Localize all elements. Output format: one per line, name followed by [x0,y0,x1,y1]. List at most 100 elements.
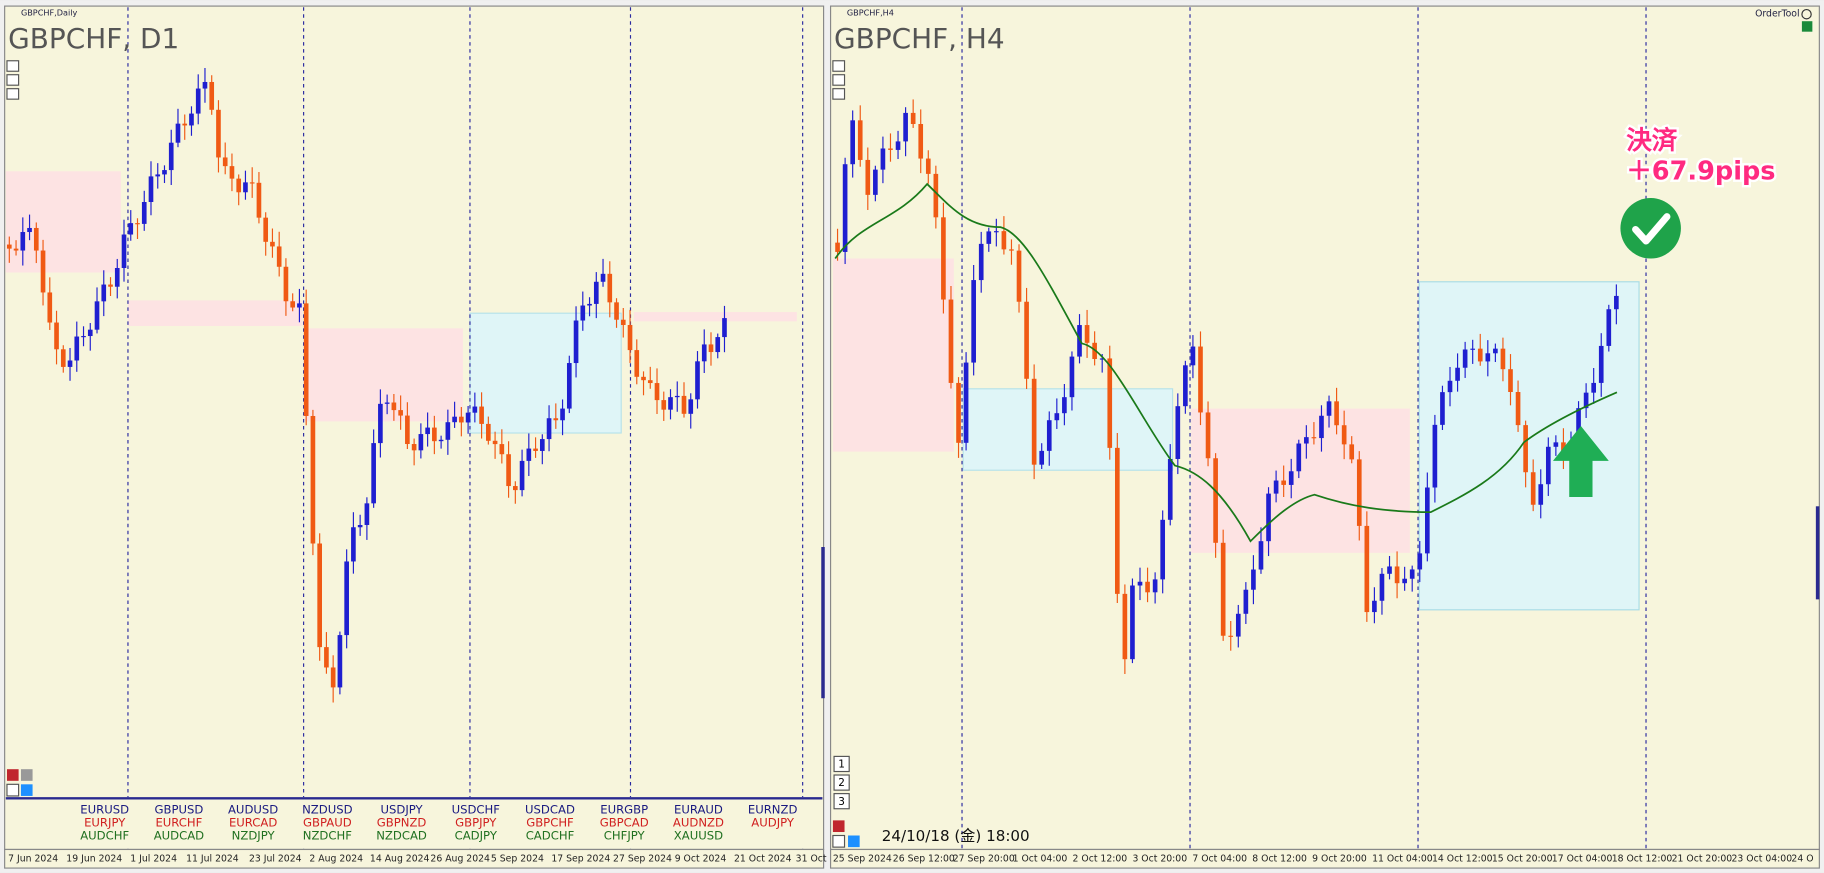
candle-body [607,273,613,303]
symbol-button[interactable]: USDCAD [525,802,575,816]
page-button-label[interactable]: 1 [838,759,845,771]
candle-body [1409,569,1415,579]
symbol-button[interactable]: GBPNZD [377,816,427,830]
scroll-button[interactable] [832,60,846,72]
candle-body [479,406,484,424]
symbol-button[interactable]: EURCHF [155,816,202,830]
symbol-button[interactable]: CADCHF [526,829,575,843]
candle-body [175,123,181,143]
symbol-button[interactable]: CADJPY [455,829,498,843]
moving-average [834,182,1618,543]
scroll-button[interactable] [6,74,20,86]
symbol-button[interactable]: AUDUSD [228,802,278,816]
symbol-button[interactable]: NZDUSD [302,802,352,816]
symbol-button[interactable]: EURGBP [600,802,648,816]
x-axis-label: 7 Oct 04:00 [1192,853,1247,864]
candle-body [81,336,86,338]
candle-body [13,248,19,251]
candle-body [688,399,694,414]
page-button-label[interactable]: 2 [838,777,845,789]
candle-body [128,223,134,235]
close-button[interactable] [6,769,19,781]
blue-button[interactable] [20,784,33,796]
candle-body [499,444,505,455]
page-button-label[interactable]: 3 [838,796,845,808]
page-button[interactable] [833,755,850,773]
candle-body [1387,566,1392,574]
x-button[interactable] [832,834,846,848]
candle-body [108,284,113,287]
candle-body [1046,420,1052,451]
candle-body [1394,566,1400,584]
symbol-button[interactable]: NZDCAD [376,829,427,843]
symbol-button[interactable]: GBPAUD [303,816,352,830]
candle-body [1235,613,1241,637]
x-axis-label: 26 Aug 2024 [430,853,490,864]
symbol-button[interactable]: NZDCHF [303,829,352,843]
candle-body [647,380,653,384]
scroll-button[interactable] [6,60,20,72]
symbol-button[interactable]: EURAUD [674,802,723,816]
candle-body [941,217,946,300]
symbol-button[interactable]: NZDJPY [232,829,276,843]
candle-body [994,231,999,233]
symbol-button[interactable]: CHFJPY [604,829,646,843]
candle-body [1099,358,1105,360]
symbol-button[interactable]: XAUUSD [674,829,723,843]
symbol-button[interactable]: GBPJPY [455,816,497,830]
symbol-button[interactable]: GBPCHF [526,816,574,830]
symbol-button[interactable]: AUDJPY [751,816,795,830]
page-button[interactable] [833,774,850,791]
scroll-button[interactable] [832,88,846,100]
candle-body [141,201,147,224]
scroll-button[interactable] [832,74,846,86]
symbol-button[interactable]: GBPCAD [600,816,649,830]
candle-body [182,123,188,126]
candle-body [465,412,471,423]
page-button[interactable] [833,793,850,810]
zone-supply [1191,408,1410,553]
candle-body [74,336,80,361]
period-separators [127,7,1647,850]
symbol-button[interactable]: AUDNZD [673,816,724,830]
candle-body [6,244,12,249]
symbol-button[interactable]: EURNZD [748,802,798,816]
candle-body [1462,349,1468,368]
candle-body [1258,541,1264,570]
symbol-button[interactable]: USDJPY [380,802,423,816]
x-button[interactable] [6,783,20,797]
x-axis-label: 11 Jul 2024 [186,853,239,864]
candle-body [1545,446,1551,485]
candle-body [452,416,457,423]
symbol-button[interactable]: AUDCHF [80,829,129,843]
x-axis-label: 26 Sep 12:00 [893,853,955,864]
candle-body [1485,353,1491,362]
x-axis-label: 9 Oct 20:00 [1312,853,1367,864]
min-button[interactable] [20,769,33,781]
candle-body [330,667,336,688]
blue-button[interactable] [848,835,860,848]
candle-body [283,266,289,302]
candle-body [539,439,545,451]
symbol-button[interactable]: USDCHF [452,802,501,816]
candle-body [94,301,100,330]
candle-body [135,223,140,225]
candle-body [1288,471,1294,485]
candle-body [1591,382,1596,393]
tool-icon[interactable] [1801,9,1812,20]
symbol-button[interactable]: EURJPY [84,816,126,830]
candle-body [1137,581,1143,586]
tool-button[interactable] [1801,21,1813,32]
close-button[interactable] [832,820,845,833]
chart-title: GBPCHF, H4 [834,22,1005,55]
x-axis-label: 21 Oct 20:00 [1672,853,1733,864]
symbol-button[interactable]: EURUSD [80,802,129,816]
symbol-button[interactable]: GBPUSD [154,802,203,816]
entry-arrow [1552,426,1609,497]
candle-body [1251,569,1256,590]
symbol-button[interactable]: AUDCAD [154,829,204,843]
candle-body [681,395,687,414]
scroll-button[interactable] [6,88,20,100]
candle-body [432,427,437,442]
symbol-button[interactable]: EURCAD [229,816,277,830]
